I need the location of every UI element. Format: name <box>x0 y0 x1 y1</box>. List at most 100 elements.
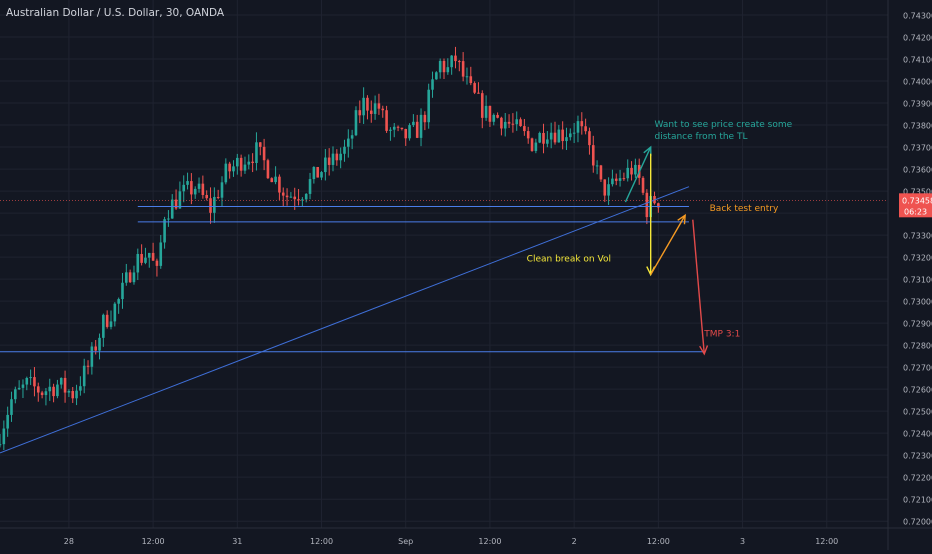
candle-body <box>301 199 304 201</box>
candle-body <box>262 146 266 161</box>
candle-body <box>496 114 499 118</box>
distance-note-line: Want to see price create some <box>655 120 793 130</box>
candle-body <box>503 121 507 129</box>
candle-body <box>415 121 419 138</box>
candle-body <box>595 165 599 167</box>
tmp-note[interactable]: TMP 3:1 <box>703 329 740 339</box>
candle-body <box>484 105 488 118</box>
trend-line[interactable] <box>0 186 690 454</box>
candle-body <box>197 183 201 189</box>
candle-body <box>121 282 124 300</box>
drawing-lines <box>0 186 705 454</box>
candle-body <box>0 444 2 446</box>
candle-body <box>243 164 247 171</box>
candle-body <box>190 181 193 195</box>
candle-body <box>507 121 511 124</box>
candle-body <box>44 391 48 396</box>
candle-body <box>255 142 258 164</box>
candle-body <box>626 167 630 179</box>
candle-body <box>396 126 400 128</box>
candle-body <box>75 390 78 399</box>
candle-body <box>59 377 63 385</box>
last-price-badge <box>899 193 932 218</box>
candle-body <box>193 188 197 195</box>
candle-body <box>14 389 17 400</box>
candle-body <box>258 142 262 147</box>
candle-body <box>618 178 622 181</box>
candle-body <box>480 93 484 118</box>
red-arrow-shaft[interactable] <box>692 219 705 354</box>
candle-body <box>159 242 163 266</box>
candle-body <box>419 114 423 138</box>
candle-body <box>519 119 522 127</box>
candle-body <box>109 321 113 327</box>
candle-body <box>155 260 159 266</box>
candle-body <box>29 377 32 379</box>
green-arrow-shaft[interactable] <box>624 146 652 203</box>
candle-body <box>381 108 385 111</box>
candle-body <box>607 184 610 196</box>
backtest-note[interactable]: Back test entry <box>710 204 779 214</box>
candle-body <box>549 132 553 140</box>
candle-body <box>304 193 308 200</box>
distance-note[interactable]: Want to see price create some distance fr… <box>655 120 793 142</box>
candle-body <box>324 157 327 173</box>
candle-body <box>622 178 626 180</box>
candle-body <box>308 179 312 194</box>
candle-body <box>128 272 132 283</box>
candle-body <box>140 253 143 263</box>
candle-body <box>523 126 526 132</box>
x-tick-label: 12:00 <box>815 537 838 546</box>
candle-body <box>423 114 427 123</box>
candle-body <box>216 196 220 198</box>
x-tick-label: 28 <box>64 537 74 546</box>
candle-body <box>278 176 281 193</box>
red-arrow-head <box>699 345 709 356</box>
candle-body <box>25 377 29 385</box>
candles <box>0 46 660 451</box>
candle-body <box>270 178 274 183</box>
candle-body <box>591 145 595 166</box>
candle-body <box>657 203 660 208</box>
orange-arrow-shaft[interactable] <box>650 214 686 276</box>
candle-body <box>458 61 461 63</box>
candle-body <box>572 132 576 134</box>
candle-body <box>634 164 637 175</box>
candle-body <box>251 161 254 164</box>
last-price-label: 0.73458 <box>902 196 932 205</box>
candle-body <box>442 60 446 73</box>
candle-body <box>339 153 342 161</box>
candle-body <box>163 219 166 243</box>
candle-body <box>611 178 614 185</box>
candle-body <box>569 133 572 138</box>
clean-break-note[interactable]: Clean break on Vol <box>527 254 611 264</box>
candle-body <box>641 177 645 193</box>
candle-body <box>542 132 545 144</box>
candle-body <box>385 110 388 131</box>
x-tick-label: 12:00 <box>478 537 501 546</box>
candle-body <box>412 121 415 126</box>
candle-body <box>170 199 174 219</box>
candle-body <box>113 303 117 322</box>
candle-body <box>469 76 473 84</box>
candle-body <box>293 196 297 200</box>
candle-body <box>82 365 86 387</box>
candle-body <box>205 194 208 199</box>
candle-body <box>10 399 13 415</box>
candle-body <box>354 110 358 136</box>
time-axis[interactable]: 28 12:00 31 12:00 Sep 12:00 2 12:00 3 12:00 <box>0 527 932 546</box>
candle-body <box>17 387 21 390</box>
candle-body <box>584 126 587 132</box>
candle-body <box>400 127 404 129</box>
